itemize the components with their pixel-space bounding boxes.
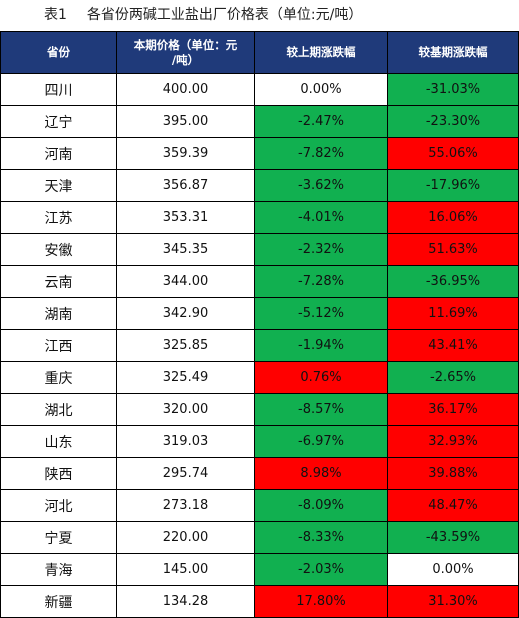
table-row: 河南 359.39 -7.82% 55.06% [0, 137, 519, 170]
cell-yoy-change: 51.63% [387, 233, 519, 266]
cell-province: 青海 [0, 553, 117, 586]
cell-price: 400.00 [116, 73, 255, 106]
cell-province: 江西 [0, 329, 117, 362]
cell-mom-change: -1.94% [254, 329, 388, 362]
table-row: 青海 145.00 -2.03% 0.00% [0, 553, 519, 586]
cell-mom-change: -7.82% [254, 137, 388, 170]
price-table: 省份 本期价格（单位：元 /吨） 较上期涨跌幅 较基期涨跌幅 四川 400.00 0… [0, 31, 519, 618]
cell-price: 345.35 [116, 233, 255, 266]
table-row: 湖南 342.90 -5.12% 11.69% [0, 297, 519, 330]
table-caption: 表1 各省份两碱工业盐出厂价格表（单位:元/吨） [0, 0, 519, 31]
cell-mom-change: -8.57% [254, 393, 388, 426]
table-row: 湖北 320.00 -8.57% 36.17% [0, 393, 519, 426]
cell-yoy-change: 39.88% [387, 457, 519, 490]
cell-mom-change: -2.47% [254, 105, 388, 138]
header-yoy-change: 较基期涨跌幅 [387, 31, 519, 74]
cell-province: 天津 [0, 169, 117, 202]
table-row: 重庆 325.49 0.76% -2.65% [0, 361, 519, 394]
cell-yoy-change: 11.69% [387, 297, 519, 330]
cell-price: 342.90 [116, 297, 255, 330]
cell-mom-change: -2.32% [254, 233, 388, 266]
header-mom-change: 较上期涨跌幅 [254, 31, 388, 74]
cell-mom-change: -8.33% [254, 521, 388, 554]
cell-price: 356.87 [116, 169, 255, 202]
cell-province: 山东 [0, 425, 117, 458]
cell-price: 325.85 [116, 329, 255, 362]
header-price: 本期价格（单位：元 /吨） [116, 31, 255, 74]
cell-province: 湖南 [0, 297, 117, 330]
cell-yoy-change: -2.65% [387, 361, 519, 394]
cell-province: 陕西 [0, 457, 117, 490]
cell-mom-change: -8.09% [254, 489, 388, 522]
cell-mom-change: 0.76% [254, 361, 388, 394]
cell-mom-change: 17.80% [254, 585, 388, 618]
cell-province: 宁夏 [0, 521, 117, 554]
cell-province: 安徽 [0, 233, 117, 266]
table-row: 江苏 353.31 -4.01% 16.06% [0, 201, 519, 234]
cell-price: 395.00 [116, 105, 255, 138]
cell-mom-change: -6.97% [254, 425, 388, 458]
cell-yoy-change: 16.06% [387, 201, 519, 234]
cell-yoy-change: -36.95% [387, 265, 519, 298]
table-row: 宁夏 220.00 -8.33% -43.59% [0, 521, 519, 554]
header-row: 省份 本期价格（单位：元 /吨） 较上期涨跌幅 较基期涨跌幅 [0, 31, 519, 74]
cell-price: 319.03 [116, 425, 255, 458]
cell-mom-change: -7.28% [254, 265, 388, 298]
cell-price: 325.49 [116, 361, 255, 394]
header-price-line2: /吨） [171, 52, 200, 67]
table-row: 安徽 345.35 -2.32% 51.63% [0, 233, 519, 266]
table-row: 河北 273.18 -8.09% 48.47% [0, 489, 519, 522]
cell-yoy-change: 0.00% [387, 553, 519, 586]
table-body: 四川 400.00 0.00% -31.03% 辽宁 395.00 -2.47% -23.30… [0, 73, 519, 618]
cell-price: 273.18 [116, 489, 255, 522]
table-title: 各省份两碱工业盐出厂价格表（单位:元/吨） [86, 7, 363, 23]
table-number: 表1 [44, 7, 67, 23]
table-row: 云南 344.00 -7.28% -36.95% [0, 265, 519, 298]
table-row: 天津 356.87 -3.62% -17.96% [0, 169, 519, 202]
cell-price: 134.28 [116, 585, 255, 618]
cell-yoy-change: -17.96% [387, 169, 519, 202]
header-province: 省份 [0, 31, 117, 74]
table-row: 陕西 295.74 8.98% 39.88% [0, 457, 519, 490]
cell-province: 云南 [0, 265, 117, 298]
cell-mom-change: -5.12% [254, 297, 388, 330]
cell-yoy-change: 48.47% [387, 489, 519, 522]
cell-price: 295.74 [116, 457, 255, 490]
cell-yoy-change: -23.30% [387, 105, 519, 138]
cell-mom-change: 0.00% [254, 73, 388, 106]
table-row: 四川 400.00 0.00% -31.03% [0, 73, 519, 106]
table-row: 江西 325.85 -1.94% 43.41% [0, 329, 519, 362]
cell-yoy-change: -43.59% [387, 521, 519, 554]
cell-yoy-change: 55.06% [387, 137, 519, 170]
cell-mom-change: -3.62% [254, 169, 388, 202]
cell-province: 江苏 [0, 201, 117, 234]
cell-price: 220.00 [116, 521, 255, 554]
cell-mom-change: 8.98% [254, 457, 388, 490]
cell-mom-change: -4.01% [254, 201, 388, 234]
cell-yoy-change: 32.93% [387, 425, 519, 458]
header-price-line1: 本期价格（单位：元 [133, 37, 238, 52]
cell-price: 353.31 [116, 201, 255, 234]
cell-province: 四川 [0, 73, 117, 106]
cell-yoy-change: 43.41% [387, 329, 519, 362]
cell-yoy-change: -31.03% [387, 73, 519, 106]
cell-mom-change: -2.03% [254, 553, 388, 586]
cell-province: 重庆 [0, 361, 117, 394]
cell-price: 145.00 [116, 553, 255, 586]
cell-province: 河南 [0, 137, 117, 170]
table-row: 山东 319.03 -6.97% 32.93% [0, 425, 519, 458]
cell-yoy-change: 31.30% [387, 585, 519, 618]
cell-yoy-change: 36.17% [387, 393, 519, 426]
cell-price: 320.00 [116, 393, 255, 426]
cell-province: 湖北 [0, 393, 117, 426]
cell-province: 新疆 [0, 585, 117, 618]
table-row: 辽宁 395.00 -2.47% -23.30% [0, 105, 519, 138]
cell-price: 359.39 [116, 137, 255, 170]
cell-province: 河北 [0, 489, 117, 522]
cell-price: 344.00 [116, 265, 255, 298]
table-row: 新疆 134.28 17.80% 31.30% [0, 585, 519, 618]
cell-province: 辽宁 [0, 105, 117, 138]
